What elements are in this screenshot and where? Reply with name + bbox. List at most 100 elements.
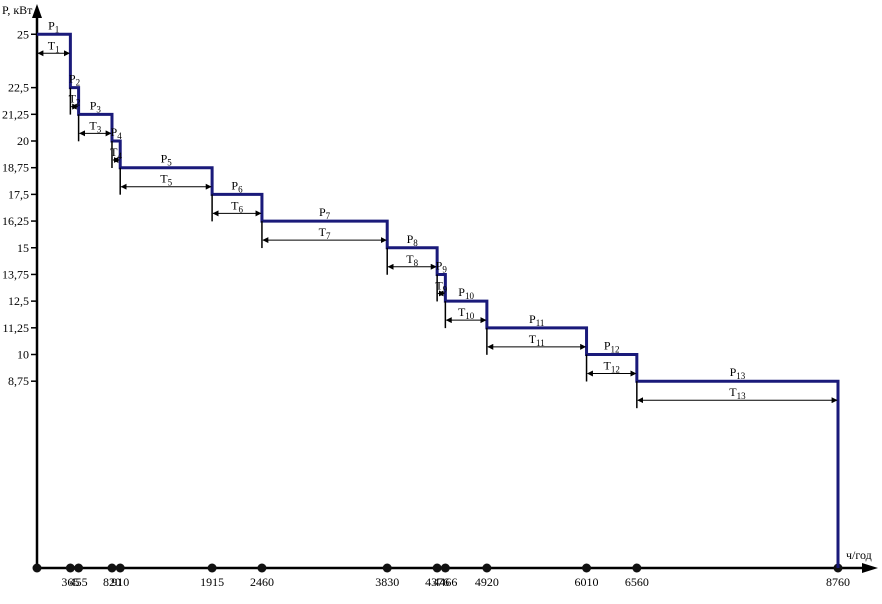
duration-label: T11 [529,332,545,348]
y-axis-arrowhead [32,4,42,18]
power-label-subscript: 12 [611,345,620,355]
x-origin-marker [32,563,42,573]
x-tick-marker [115,563,125,573]
x-tick-label: 6010 [575,575,599,589]
x-tick-marker [632,563,642,573]
duration-label-subscript: 10 [465,311,475,321]
x-tick-label: 1915 [200,575,224,589]
duration-label-subscript: 6 [238,204,243,214]
duration-label-subscript: 1 [55,44,60,54]
power-label-letter: P [161,152,168,166]
x-tick-label: 8760 [826,575,850,589]
duration-label-subscript: 2 [76,98,81,108]
x-tick-label: 2460 [250,575,274,589]
power-label-subscript: 4 [117,131,122,141]
x-axis-arrowhead [862,563,878,573]
x-tick-label: 4466 [433,575,457,589]
x-tick-marker [432,563,442,573]
x-tick-marker [107,563,117,573]
duration-label-subscript: 4 [118,151,123,161]
duration-label-letter: T [604,359,612,373]
duration-label: T2 [69,92,81,108]
x-tick-marker [482,563,492,573]
power-label: P7 [319,205,331,221]
y-tick-label: 15 [17,241,29,255]
duration-label: T10 [458,305,475,321]
steps-layer [37,32,840,568]
y-tick-label: 18,75 [2,161,29,175]
y-axis-label: P, кВт [2,3,33,17]
power-label: P5 [161,152,173,168]
duration-label: T3 [89,118,101,134]
power-label-letter: P [529,312,536,326]
power-label-letter: P [319,205,326,219]
x-tick-marker [582,563,592,573]
x-tick-label: 910 [111,575,129,589]
power-label-letter: P [48,18,55,32]
duration-label-letter: T [406,252,414,266]
axes-layer: P, кВт ч/год [2,3,878,573]
power-label-subscript: 11 [536,318,545,328]
duration-label-subscript: 9 [443,284,448,294]
x-tick-label: 455 [70,575,88,589]
duration-label-subscript: 8 [414,258,419,268]
power-label-subscript: 9 [442,264,447,274]
y-tick-label: 17,5 [8,187,29,201]
power-label-letter: P [458,285,465,299]
x-tick-label: 4920 [475,575,499,589]
duration-label: T1 [48,38,60,54]
y-tick-label: 25 [17,27,29,41]
duration-label-subscript: 13 [737,391,747,401]
duration-label-letter: T [89,118,97,132]
duration-label-letter: T [110,145,118,159]
power-label-letter: P [111,125,118,139]
power-label-letter: P [90,98,97,112]
power-label-subscript: 6 [238,184,243,194]
duration-label-subscript: 3 [97,124,102,134]
duration-label: T5 [160,172,172,188]
power-label: P6 [231,178,243,194]
duration-label-letter: T [231,198,239,212]
power-label: P3 [90,98,102,114]
duration-label: T13 [729,385,746,401]
duration-label-subscript: 5 [168,178,173,188]
power-label: P10 [458,285,474,301]
y-tick-label: 16,25 [2,214,29,228]
power-label-subscript: 8 [413,238,418,248]
duration-label-letter: T [48,38,56,52]
duration-label: T8 [406,252,418,268]
power-label-subscript: 1 [55,24,60,34]
duration-label: T9 [435,278,447,294]
power-label: P12 [604,339,620,355]
power-label: P8 [407,232,419,248]
power-label-subscript: 2 [76,78,81,88]
y-tick-label: 13,75 [2,267,29,281]
power-label: P1 [48,18,59,34]
power-label-subscript: 10 [465,291,475,301]
power-label-letter: P [69,72,76,86]
x-tick-label: 365 [61,575,79,589]
duration-label-letter: T [458,305,466,319]
power-label-subscript: 13 [736,371,746,381]
power-label-letter: P [436,258,443,272]
power-label-letter: P [730,365,737,379]
y-tick-label: 12,5 [8,294,29,308]
duration-label: T4 [110,145,122,161]
x-axis-label: ч/год [846,548,872,562]
x-tick-label: 820 [103,575,121,589]
x-tick-marker [207,563,217,573]
duration-label-letter: T [729,385,737,399]
power-label-letter: P [604,339,611,353]
duration-label-letter: T [69,92,77,106]
x-tick-marker [440,563,450,573]
power-label-subscript: 5 [167,158,172,168]
power-label: P11 [529,312,544,328]
y-tick-label: 20 [17,134,29,148]
duration-label-subscript: 11 [536,338,545,348]
duration-label: T6 [231,198,243,214]
y-ticks-layer: 25 22,5 21,25 20 18,75 17,5 16,25 15 13,75 12,5 11… [2,27,37,388]
power-label: P2 [69,72,80,88]
